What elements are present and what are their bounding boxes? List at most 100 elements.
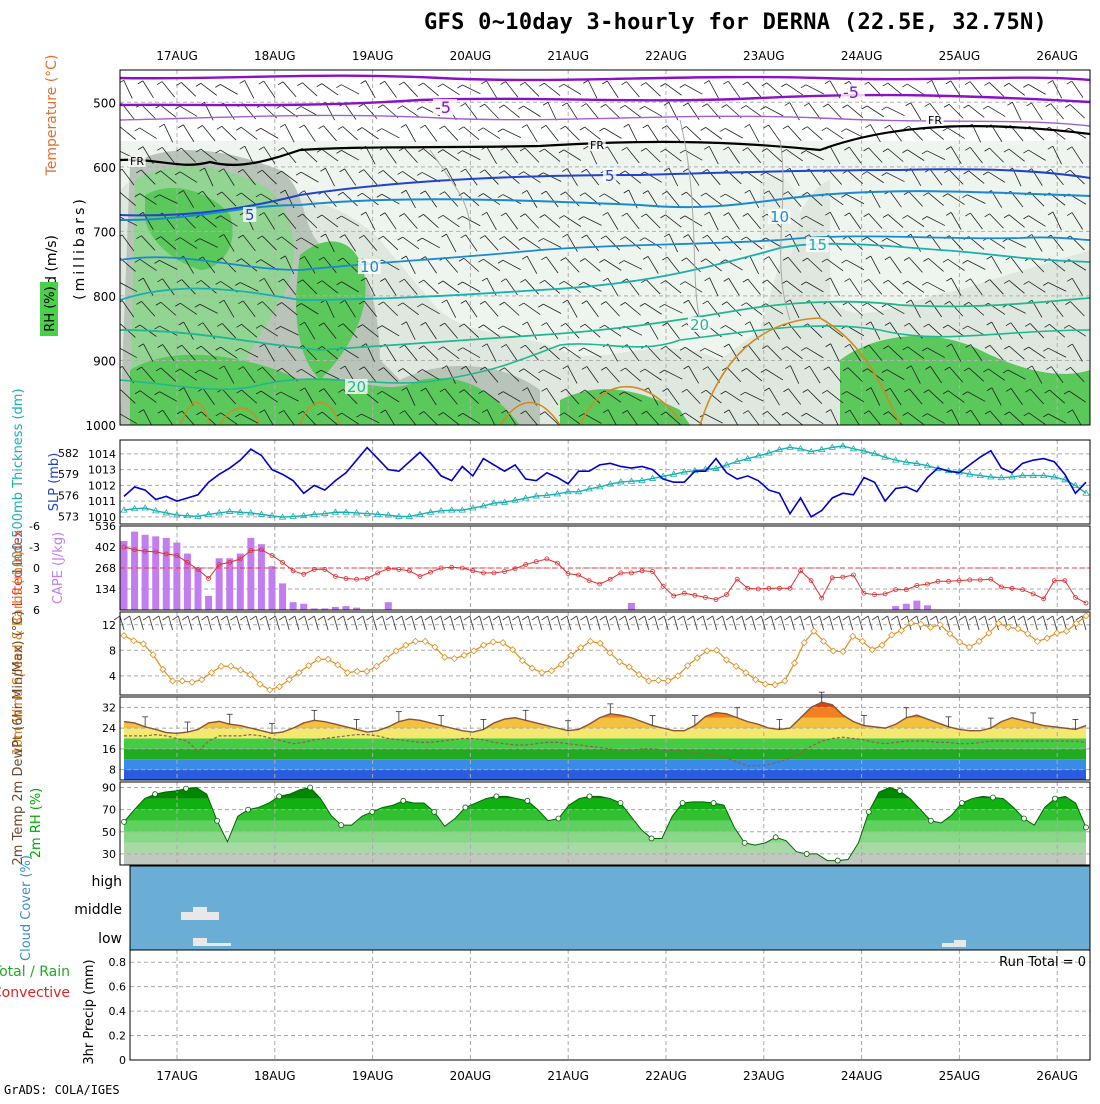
- wind-speed-point: [781, 677, 789, 685]
- barb-flag: [512, 615, 519, 621]
- barb-shaft: [847, 367, 863, 382]
- barb-flag: [862, 302, 868, 307]
- barb-flag: [723, 409, 730, 414]
- surface-wind-barb: [939, 615, 951, 631]
- barb-shaft: [1007, 369, 1026, 380]
- barb-flag: [944, 301, 950, 305]
- barb-shaft: [847, 301, 863, 316]
- wind-barb: [401, 255, 416, 275]
- wind-barb: [1025, 388, 1044, 405]
- wind-barb: [662, 322, 680, 339]
- barb-shaft: [625, 302, 641, 316]
- barb-shaft: [1071, 278, 1083, 296]
- barb-flag: [679, 84, 686, 88]
- wind-barb: [156, 81, 176, 98]
- lifted-index-point: [629, 570, 634, 576]
- barb-shaft: [1028, 281, 1046, 293]
- wind-barb: [317, 346, 339, 360]
- barb-flag: [499, 301, 505, 306]
- barb-shaft: [442, 214, 460, 228]
- wind-barb: [1065, 366, 1085, 383]
- barb-shaft: [745, 105, 763, 118]
- barb-flag: [478, 324, 484, 329]
- thickness-point: [775, 445, 784, 452]
- barb-flag: [235, 347, 241, 352]
- barb-shaft: [221, 323, 237, 339]
- surface-wind-barb: [113, 615, 125, 631]
- barb-flag: [945, 146, 952, 150]
- thickness-point: [744, 454, 752, 462]
- barb-shaft: [160, 170, 177, 184]
- lifted-index-point: [660, 583, 666, 589]
- barb-shaft: [807, 192, 823, 207]
- barb-shaft: [505, 81, 519, 98]
- wind-barb: [500, 146, 519, 164]
- barb-shaft: [886, 106, 905, 117]
- barb-flag: [663, 233, 670, 238]
- barb-flag: [195, 83, 202, 87]
- wind-barb: [541, 256, 559, 274]
- lifted-index-point: [988, 576, 994, 582]
- barb-shaft: [524, 147, 540, 163]
- wind-barb: [478, 127, 501, 140]
- wind-barb: [921, 150, 946, 160]
- barb-shaft: [647, 256, 659, 274]
- barb-flag: [136, 366, 142, 371]
- barb-shaft: [403, 81, 418, 97]
- wind-barb: [720, 193, 743, 205]
- wind-barb: [1007, 101, 1022, 121]
- wind-barb: [742, 410, 760, 425]
- barb-shaft: [222, 388, 236, 405]
- barb-flag: [1066, 212, 1073, 216]
- wind-barb: [863, 147, 883, 163]
- wind-barb: [216, 191, 237, 207]
- barb-flag: [1023, 346, 1029, 351]
- barb-flag: [194, 369, 201, 374]
- cape-bar: [300, 603, 308, 610]
- wind-barb: [922, 347, 945, 358]
- wind-barb: [379, 278, 397, 296]
- wind-speed-point: [936, 621, 944, 629]
- barb-shaft: [725, 193, 743, 205]
- surface-wind-barb: [327, 615, 339, 631]
- barb-flag: [518, 368, 525, 373]
- wind-barb: [640, 213, 661, 229]
- barb-shaft: [244, 146, 254, 165]
- wind-barb: [320, 167, 335, 187]
- barb-flag: [360, 343, 367, 347]
- barb-shaft: [1029, 323, 1045, 339]
- barb-shaft: [964, 615, 970, 631]
- contour-label: 5: [605, 167, 615, 185]
- barb-flag: [882, 214, 889, 218]
- barb-shaft: [751, 615, 757, 631]
- surface-wind-barb: [317, 615, 329, 631]
- barb-flag: [210, 615, 218, 621]
- barb-flag: [483, 615, 490, 621]
- rh-point: [741, 839, 748, 846]
- y-tick-label: 500: [93, 96, 116, 110]
- wind-speed-point: [489, 638, 497, 646]
- wind-speed-point: [917, 620, 925, 628]
- wind-barb: [236, 192, 258, 206]
- barb-shaft: [240, 413, 259, 424]
- wind-barb: [741, 236, 763, 250]
- barb-shaft: [665, 214, 682, 228]
- barb-flag: [862, 236, 868, 241]
- thickness-tick-label: 576: [58, 489, 79, 502]
- barb-flag: [479, 366, 486, 371]
- wind-barb: [742, 213, 761, 229]
- barb-shaft: [767, 345, 782, 361]
- barb-shaft: [1048, 413, 1067, 424]
- barb-flag: [142, 615, 150, 621]
- cape-bar: [247, 537, 255, 610]
- cloud-middle-patch: [193, 907, 207, 912]
- barb-shaft: [242, 300, 256, 318]
- wind-speed-point: [1033, 637, 1041, 645]
- wind-speed-point: [858, 637, 867, 645]
- thickness-point: [648, 474, 657, 481]
- barb-shaft: [1069, 104, 1085, 119]
- wind-barb: [599, 193, 622, 205]
- wind-barb: [236, 258, 258, 272]
- barb-shaft: [726, 301, 742, 317]
- surface-wind-barb: [405, 615, 416, 631]
